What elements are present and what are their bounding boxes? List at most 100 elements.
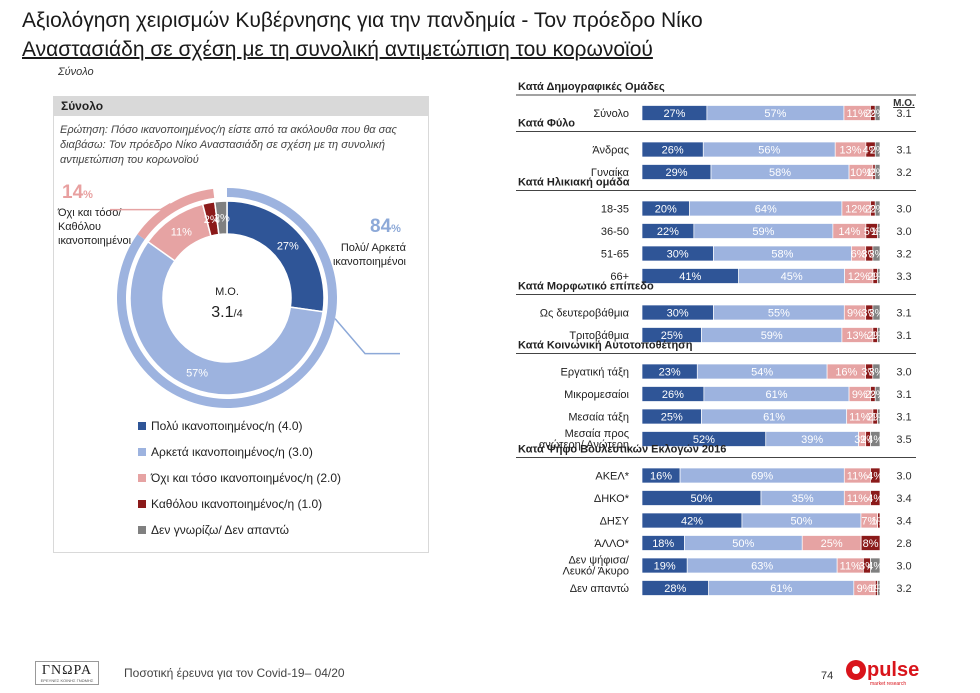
bar-value-label: 58% [769,167,791,179]
row-mean: 3.2 [896,249,911,261]
bar-value-label: 54% [751,367,773,379]
positive-leader [334,318,400,355]
donut-center-label: Μ.Ο. [215,286,239,298]
donut-slice-label: 2% [204,214,220,226]
bar-segment [877,512,881,529]
bar-value-label: 61% [770,583,792,595]
title-line-1: Αξιολόγηση χειρισμών Κυβέρνησης για την … [22,9,703,32]
bar-value-label: 22% [657,226,679,238]
group-title: Κατά Ψήφο Βουλευτικών Εκλογών 2016 [518,444,726,456]
legend-label: Καθόλου ικανοποιημένος/η (1.0) [151,497,323,511]
bar-value-label: 45% [781,271,803,283]
mean-header: Μ.Ο. [893,98,915,109]
legend-swatch [138,474,146,482]
bar-segment [870,467,881,484]
pulse-logo: pulse market research [846,660,919,687]
bar-value-label: 1% [868,583,884,595]
bar-value-label: 26% [662,389,684,401]
bar-value-label: 3% [868,308,884,320]
bar-value-label: 11% [847,108,868,120]
legend-item: Πολύ ικανοποιημένος/η (4.0) [138,413,341,439]
bar-segment [877,268,881,284]
bar-value-label: 1% [871,583,887,595]
bar-value-label: 9% [857,583,873,595]
bar-value-label: 1% [871,226,887,238]
row-mean: 3.4 [896,493,911,505]
outer-ring-negative [137,188,215,240]
row-label: Μεσαία τάξη [568,412,629,424]
bar-value-label: 4% [867,561,883,573]
bar-value-label: 69% [751,471,773,483]
bar-segment [877,408,881,425]
bar-value-label: 13% [840,145,862,157]
bar-value-label: 56% [758,145,780,157]
bar-segment [877,223,881,239]
bar-segment [870,431,881,447]
bar-value-label: 3% [868,249,884,261]
row-label: 18-35 [601,204,629,216]
row-label: Εργατική τάξη [560,367,629,379]
row-label: ΔΗΚΟ* [594,493,630,505]
bar-value-label: 4% [863,145,879,157]
bar-value-label: 4% [867,471,883,483]
donut-slice-label: 11% [171,227,192,239]
row-label: 66+ [610,271,629,283]
legend-item: Αρκετά ικανοποιημένος/η (3.0) [138,439,341,465]
bar-value-label: 13% [846,330,868,342]
page-title: Αξιολόγηση χειρισμών Κυβέρνησης για την … [22,6,922,64]
legend-label: Δεν γνωρίζω/ Δεν απαντώ [151,523,290,537]
row-mean: 3.1 [896,389,911,401]
donut-slice-label: 2% [214,213,230,225]
bar-value-label: 2% [870,145,886,157]
bar-value-label: 50% [732,538,754,550]
bar-value-label: 61% [765,389,787,401]
panel-header: Σύνολο [53,97,429,116]
bar-value-label: 18% [652,538,674,550]
bar-value-label: 30% [667,308,689,320]
donut-slice [129,240,324,396]
legend-item: Δεν γνωρίζω/ Δεν απαντώ [138,517,341,543]
bar-value-label: 55% [768,308,790,320]
row-mean: 3.5 [896,434,911,446]
bar-segment [877,580,881,596]
legend-swatch [138,526,146,534]
bar-value-label: 26% [662,145,684,157]
donut-slice-label: 57% [186,368,208,380]
row-mean: 2.8 [896,538,911,550]
donut-center-value: 3.1/4 [211,304,242,321]
bar-value-label: 9% [852,389,868,401]
legend-swatch [138,500,146,508]
bar-value-label: 63% [751,561,773,573]
bar-value-label: 2% [870,204,886,216]
pulse-dot-icon [846,660,866,680]
bar-value-label: 2% [870,167,886,179]
row-label: Δεν απαντώ [570,583,630,595]
bar-value-label: 11% [847,471,868,483]
summary-panel [53,96,429,553]
bar-value-label: 1% [871,271,887,283]
bar-value-label: 16% [650,471,672,483]
negative-label: Όχι και τόσο/ Καθόλου ικανοποιημένοι [58,207,132,247]
legend-item: Καθόλου ικανοποιημένος/η (1.0) [138,491,341,517]
bar-segment [874,164,881,180]
bar-value-label: 50% [690,493,712,505]
legend-label: Πολύ ικανοποιημένος/η (4.0) [151,419,303,433]
bar-segment [874,386,881,402]
bar-segment [870,557,881,574]
page-subtitle: Σύνολο [58,66,94,78]
bar-value-label: 59% [752,226,774,238]
row-mean: 3.0 [896,204,911,216]
row-mean: 3.1 [896,145,911,157]
bar-value-label: 25% [661,412,683,424]
row-label: Τριτοβάθμια [569,330,629,342]
donut-slice [226,200,325,313]
donut-slice [213,200,228,236]
row-label: ΑΚΕΛ* [595,471,629,483]
bar-value-label: 9% [847,308,863,320]
bar-value-label: 4% [867,434,883,446]
bar-value-label: 28% [664,583,686,595]
question-text: Ερώτηση: Πόσο ικανοποιημένος/η είστε από… [60,124,397,166]
group-title: Κατά Μορφωτικό επίπεδο [518,281,654,293]
bar-value-label: 64% [755,204,777,216]
bar-value-label: 42% [681,516,703,528]
